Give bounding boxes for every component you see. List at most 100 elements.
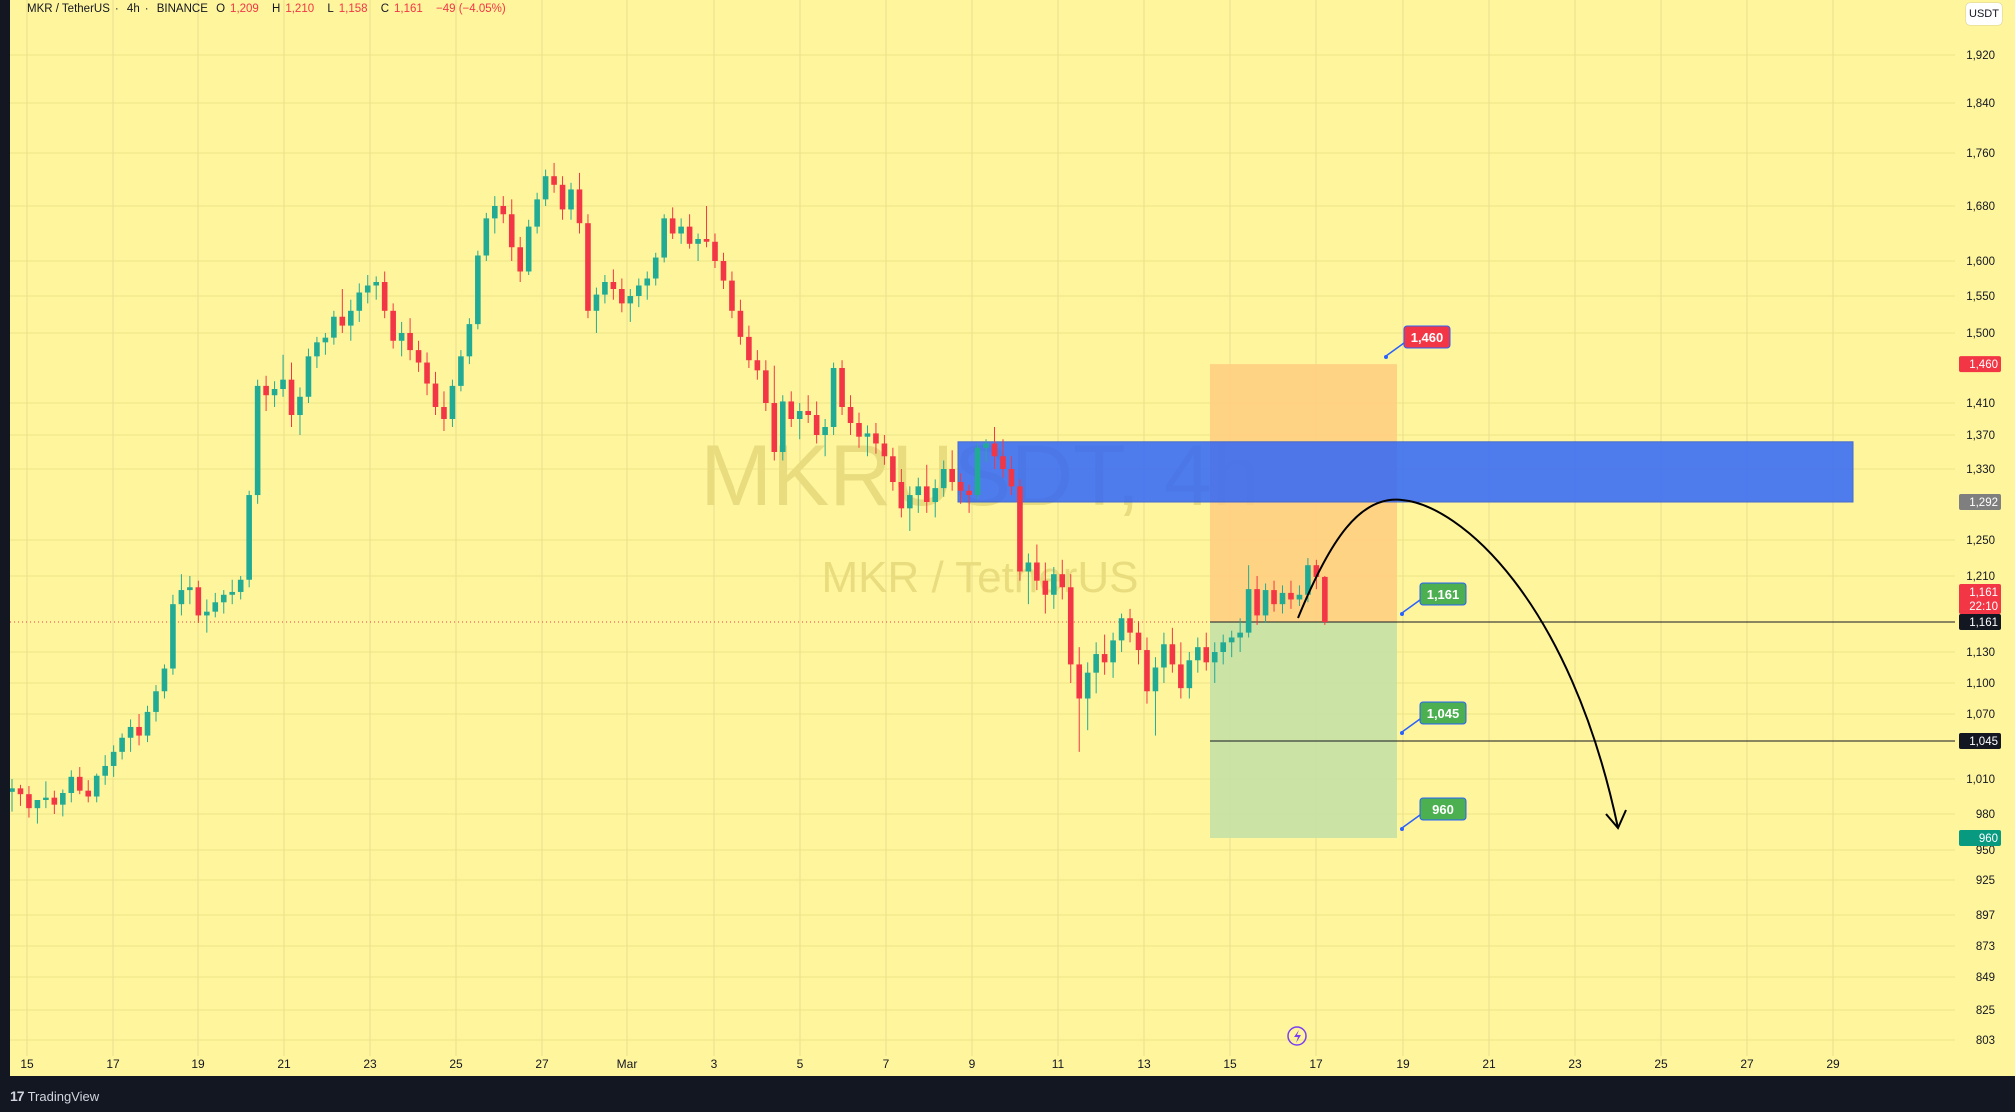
tradingview-logo-icon: 17 [10,1088,25,1104]
candle-body [220,594,227,603]
x-tick-label: 21 [1482,1057,1496,1071]
candle-body [119,737,125,752]
callout-entry-box [1419,582,1467,606]
candle-body [229,591,236,595]
x-tick-label: 23 [363,1057,377,1071]
y-tick-label: 1,760 [1966,148,1995,160]
candle-body [364,285,371,293]
candle-body [983,443,989,448]
y-tick-label: 1,920 [1966,50,1995,62]
axis-tag-entry: 1,161 [1969,617,1998,629]
axis-tag-last-bg [1959,584,2001,614]
candle-body [652,257,659,279]
candle-body [127,726,134,738]
candle-body [898,482,905,509]
candle-body [619,289,625,304]
candle-body [1025,562,1032,572]
symbol-name[interactable]: MKR / TetherUS [27,3,110,15]
ohlc-close: C 1,161 [380,3,423,15]
candle-body [500,206,507,215]
tradingview-logo[interactable]: 17 TradingView [10,1088,99,1104]
candle-body [212,602,219,612]
axis-tag-stop: 1,460 [1969,359,1998,371]
lightning-icon-bolt [1294,1030,1301,1043]
x-tick-label: 13 [1137,1057,1151,1071]
y-tick-label: 1,250 [1966,535,1995,547]
axis-tag-zone-bg [1959,494,2001,510]
x-tick-label: 27 [535,1057,549,1071]
axis-tag-zone: 1,292 [1969,497,1998,509]
y-tick-label: 1,550 [1966,291,1995,303]
candle-body [1093,654,1099,673]
candle-body [1101,654,1108,663]
candle-body [627,296,634,304]
candle-body [669,218,676,234]
candle-body [398,333,405,341]
y-tick-label: 897 [1976,910,1995,922]
callout-entry-text: 1,161 [1427,587,1460,602]
candle-body [737,310,744,337]
candle-body [51,797,58,805]
candle-body [1017,486,1023,572]
candle-body [830,368,837,427]
candle-body [746,336,752,361]
candle-body [796,411,803,419]
x-tick-label: 5 [797,1057,804,1071]
candle-body [254,385,261,496]
candle-body [517,247,523,272]
candle-body [10,788,15,792]
candle-body [26,794,32,809]
candle-body [712,241,718,261]
candle-body [43,797,49,800]
callout-target1-text: 1,045 [1427,706,1460,721]
candle-body [204,611,210,616]
candle-body [161,668,168,692]
y-tick-label: 1,100 [1966,678,1995,690]
x-tick-label: 11 [1052,1057,1065,1071]
candle-body [1305,565,1311,595]
candle-body [1186,660,1193,689]
candle-body [991,443,998,457]
y-tick-label: 950 [1976,845,1995,857]
x-tick-label: 21 [277,1057,291,1071]
candle-body [441,407,447,419]
y-tick-label: 1,410 [1966,398,1995,410]
candle-body [390,310,396,341]
chart-pane[interactable]: MKRUSDT, 4hMKR / TetherUS1,4601,1611,045… [10,0,2015,1076]
x-tick-label: 9 [969,1057,976,1071]
callout-stop-pointer [1385,342,1405,357]
candle-body [237,579,244,592]
axis-unit-button[interactable]: USDT [1966,3,2002,25]
candle-body [1296,594,1303,600]
candle-body [1322,576,1328,622]
candle-body [729,280,735,311]
candle-body [271,389,278,396]
candle-body [1169,644,1176,665]
y-tick-label: 1,600 [1966,256,1995,268]
candle-body [93,775,100,797]
candle-body [839,368,845,407]
candle-body [322,337,329,343]
candle-body [1195,647,1201,661]
callout-target1-box [1419,701,1467,725]
axis-tag-target2: 960 [1979,833,1998,845]
interval-label[interactable]: 4h [126,3,140,15]
candle-body [466,324,473,357]
candle-body [348,310,354,326]
candle-body [779,401,786,452]
candle-body [822,427,828,435]
candle-body [525,226,532,272]
candle-body [1245,589,1252,633]
candle-body [644,278,651,286]
candle-body [1067,587,1074,665]
candle-body [932,488,939,502]
candle-body [483,218,490,256]
candle-body [559,184,566,210]
candle-body [534,199,540,227]
y-tick-label: 1,370 [1966,430,1995,442]
x-tick-label: 25 [1654,1057,1668,1071]
price-chart[interactable]: MKRUSDT, 4hMKR / TetherUS1,4601,1611,045… [10,0,2015,1076]
callout-target2-anchor [1400,827,1404,831]
candle-body [1228,637,1235,643]
